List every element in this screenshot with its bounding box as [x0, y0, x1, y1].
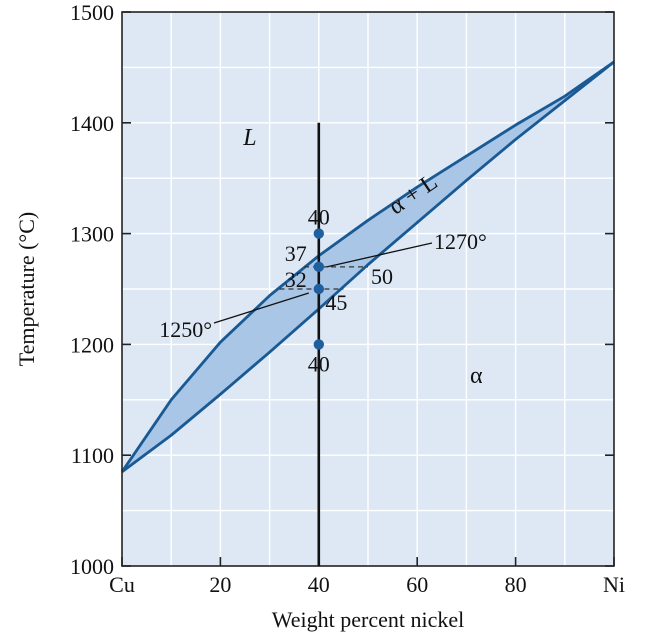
solidus-curve	[121, 60, 615, 473]
x-tick-label: Ni	[603, 572, 625, 597]
composition-point	[313, 283, 324, 295]
temp-label-1250: 1250°	[159, 317, 212, 342]
y-tick-label: 1000	[70, 554, 114, 579]
y-tick-label: 1500	[70, 0, 114, 25]
y-axis-title: Temperature (°C)	[14, 212, 39, 366]
region-label-liquid: L	[242, 125, 256, 151]
y-tick-label: 1400	[70, 111, 114, 136]
composition-point	[313, 339, 324, 350]
tie-line-right-label: 50	[371, 264, 393, 289]
x-tick-label: 40	[308, 572, 330, 597]
y-tick-label: 1200	[70, 332, 114, 357]
x-tick-label: 20	[209, 572, 231, 597]
plot-layer	[120, 11, 615, 567]
liquidus-curve	[120, 60, 615, 473]
x-tick-label: 60	[406, 572, 428, 597]
x-tick-label: 80	[505, 572, 527, 597]
leader-line-1250	[213, 292, 309, 324]
region-label-alpha: α	[470, 363, 483, 389]
point-label-bottom: 40	[308, 351, 330, 376]
y-tick-label: 1100	[71, 443, 114, 468]
tie-line-left-label: 37	[285, 241, 307, 266]
x-axis-title: Weight percent nickel	[272, 607, 464, 632]
x-tick-label: Cu	[109, 572, 135, 597]
temp-label-1270: 1270°	[434, 229, 487, 254]
plot-frame	[121, 11, 615, 567]
two-phase-region	[122, 61, 614, 472]
leader-line-1270	[326, 242, 433, 268]
composition-point	[313, 261, 324, 273]
tie-line-left-label: 32	[285, 267, 307, 292]
label-layer: Cu 20 40 60 80 Ni 1000 1100 1200 1300 1400 1500 40 40…	[14, 0, 625, 632]
composition-point	[313, 228, 324, 239]
y-tick-label: 1300	[70, 222, 114, 247]
point-label-top: 40	[308, 205, 330, 230]
tie-line-right-label: 45	[325, 290, 347, 315]
